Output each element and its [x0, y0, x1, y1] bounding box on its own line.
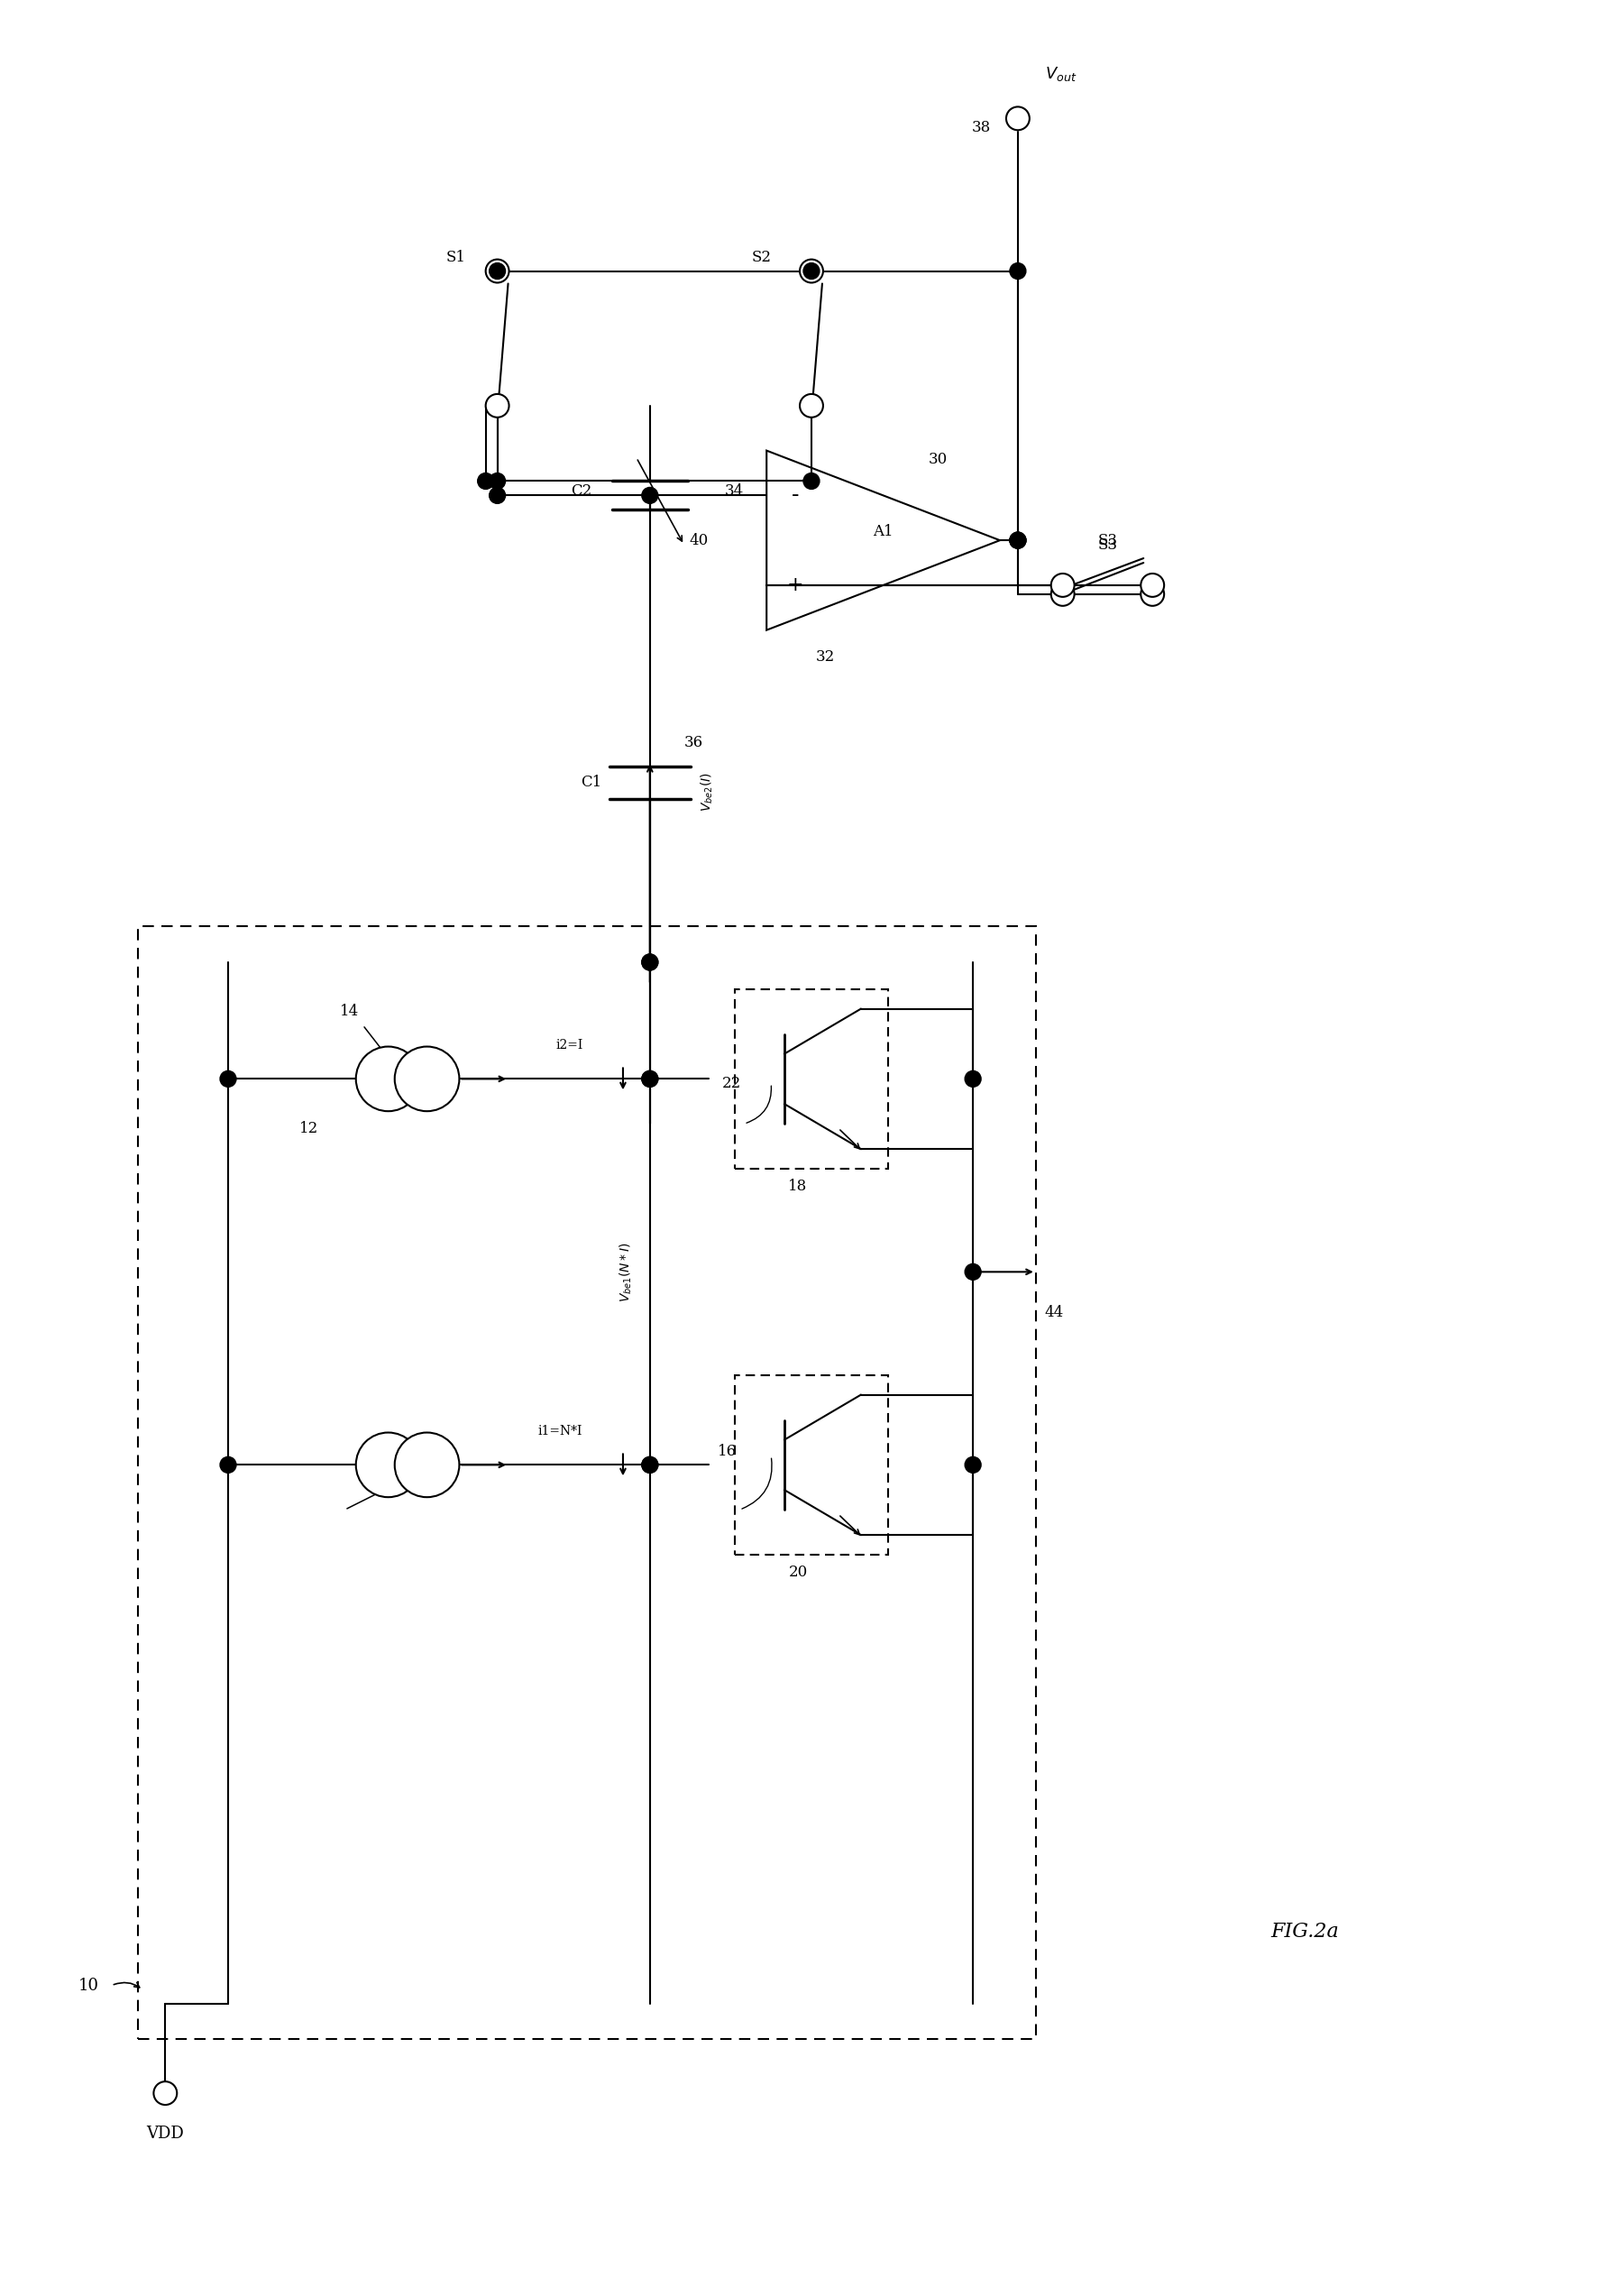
Text: 44: 44 — [1044, 1304, 1063, 1320]
Text: 32: 32 — [816, 650, 836, 664]
Circle shape — [356, 1433, 421, 1497]
Text: 20: 20 — [789, 1566, 808, 1580]
Text: FIG.2a: FIG.2a — [1271, 1922, 1339, 1942]
Text: S1: S1 — [447, 250, 466, 266]
Text: 30: 30 — [927, 452, 947, 466]
Circle shape — [486, 259, 510, 282]
Text: 36: 36 — [684, 735, 703, 751]
Circle shape — [1052, 574, 1074, 597]
Circle shape — [219, 1456, 235, 1474]
Circle shape — [486, 395, 510, 418]
Circle shape — [489, 264, 505, 280]
Text: $V_{be2}(I)$: $V_{be2}(I)$ — [700, 771, 715, 810]
Circle shape — [489, 487, 505, 503]
Text: 40: 40 — [690, 533, 708, 549]
Circle shape — [642, 955, 658, 971]
Circle shape — [477, 473, 494, 489]
Circle shape — [395, 1047, 460, 1111]
Bar — [736, 1375, 887, 1554]
Circle shape — [642, 955, 658, 971]
Circle shape — [800, 395, 823, 418]
Text: 18: 18 — [789, 1178, 808, 1194]
Circle shape — [1010, 533, 1026, 549]
Circle shape — [1010, 533, 1026, 549]
Text: 38: 38 — [971, 119, 990, 135]
Circle shape — [1010, 264, 1026, 280]
Text: 14: 14 — [340, 1003, 358, 1019]
Text: 10: 10 — [79, 1977, 100, 1993]
Text: C1: C1 — [581, 776, 602, 790]
Circle shape — [642, 1070, 658, 1086]
Text: +: + — [787, 576, 803, 595]
Circle shape — [1140, 583, 1165, 606]
Circle shape — [642, 1456, 658, 1474]
Circle shape — [800, 259, 823, 282]
Circle shape — [803, 473, 819, 489]
Text: S3: S3 — [1098, 537, 1118, 553]
Circle shape — [642, 1070, 658, 1086]
Circle shape — [1007, 108, 1029, 131]
Text: S3: S3 — [1098, 533, 1118, 549]
Bar — [736, 990, 887, 1169]
Circle shape — [489, 473, 505, 489]
Text: $V_{out}$: $V_{out}$ — [1045, 64, 1076, 83]
Text: 12: 12 — [300, 1120, 318, 1137]
Circle shape — [1140, 574, 1165, 597]
Text: 22: 22 — [721, 1077, 740, 1091]
Text: i2=I: i2=I — [555, 1038, 582, 1052]
Circle shape — [642, 487, 658, 503]
Circle shape — [965, 1263, 981, 1279]
Circle shape — [1052, 583, 1074, 606]
Text: 16: 16 — [718, 1444, 736, 1458]
Circle shape — [153, 2082, 177, 2105]
Circle shape — [965, 1070, 981, 1086]
Text: -: - — [792, 484, 798, 505]
Text: C2: C2 — [571, 482, 592, 498]
Text: $V_{be1}(N*I)$: $V_{be1}(N*I)$ — [618, 1242, 634, 1302]
Text: 34: 34 — [724, 482, 744, 498]
Circle shape — [965, 1456, 981, 1474]
Circle shape — [219, 1070, 235, 1086]
Text: VDD: VDD — [147, 2126, 184, 2142]
Bar — [139, 925, 1036, 2039]
Circle shape — [395, 1433, 460, 1497]
Text: S2: S2 — [752, 250, 771, 266]
Circle shape — [642, 1456, 658, 1474]
Circle shape — [1010, 533, 1026, 549]
Text: A1: A1 — [873, 523, 894, 540]
Text: i1=N*I: i1=N*I — [537, 1424, 582, 1437]
Circle shape — [803, 264, 819, 280]
Circle shape — [356, 1047, 421, 1111]
